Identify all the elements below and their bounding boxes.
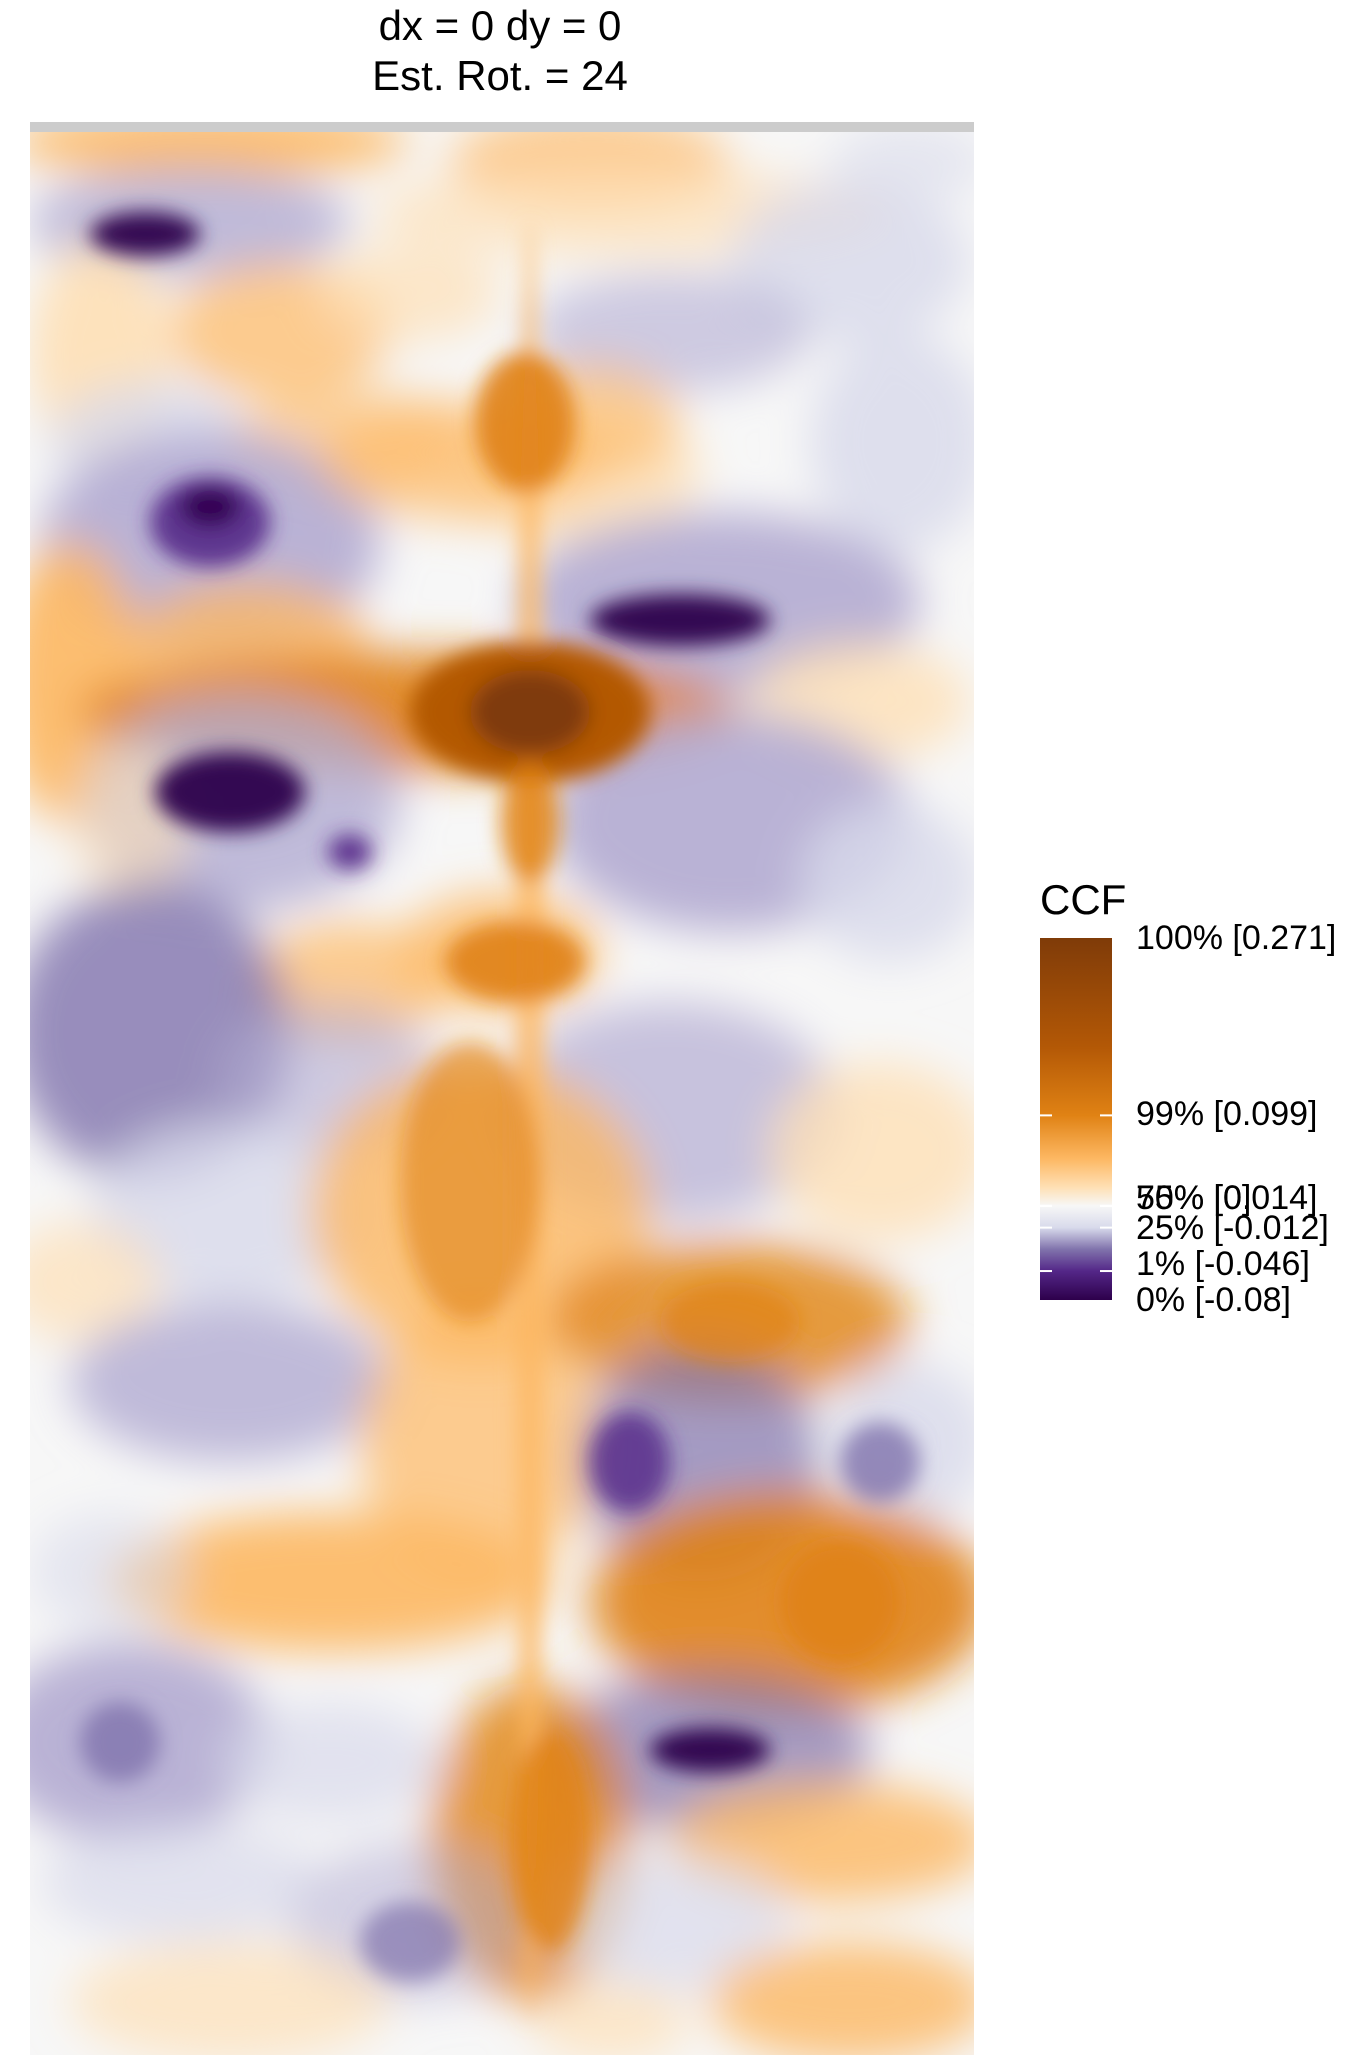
chart-subtitle: Est. Rot. = 24 xyxy=(372,52,628,99)
heatmap-cell xyxy=(180,487,240,527)
heatmap-cell xyxy=(70,1302,390,1462)
heatmap-cell xyxy=(445,922,585,1002)
heatmap-cell xyxy=(590,1412,670,1512)
heatmap-cell xyxy=(780,1542,900,1662)
heatmap-cell xyxy=(30,1512,190,1632)
heatmap-cell xyxy=(660,1282,800,1362)
heatmap-cell xyxy=(500,762,560,882)
heatmap-plot xyxy=(30,122,974,2055)
legend-label: 25% [-0.012] xyxy=(1136,1209,1329,1247)
heatmap-cell xyxy=(80,1702,160,1782)
legend-label: 99% [0.099] xyxy=(1136,1095,1318,1133)
legend-label: 0% [-0.08] xyxy=(1136,1281,1291,1319)
heatmap-cell xyxy=(770,1062,974,1242)
legend-title: CCF xyxy=(1040,876,1127,923)
heatmap-cell xyxy=(470,670,590,754)
heatmap-cell xyxy=(155,752,305,832)
heatmap-cell xyxy=(70,1942,390,2055)
heatmap-cell xyxy=(800,802,974,962)
heatmap-cell xyxy=(550,1852,790,1992)
heatmap-cell xyxy=(30,882,290,1182)
heatmap-cell xyxy=(810,332,974,552)
chart-title: dx = 0 dy = 0 xyxy=(378,2,622,49)
heatmap-cell xyxy=(840,1422,920,1502)
heatmap-cell xyxy=(530,272,810,392)
heatmap-cell xyxy=(30,122,410,177)
heatmap-cell xyxy=(328,834,372,870)
heatmap-cell xyxy=(90,1122,370,1302)
heatmap-cell xyxy=(475,352,575,492)
heatmap-cell xyxy=(510,1732,590,1952)
heatmap-cell xyxy=(650,1728,770,1772)
heatmap-top-strip xyxy=(30,122,974,132)
legend-label: 100% [0.271] xyxy=(1136,919,1337,957)
heatmap-cell xyxy=(40,1822,320,1942)
legend-label: 50% [0] xyxy=(1136,1179,1252,1217)
legend-label: 1% [-0.046] xyxy=(1136,1245,1310,1283)
heatmap-cell xyxy=(110,1512,550,1652)
heatmap-cell xyxy=(70,742,190,902)
heatmap-cell xyxy=(220,1702,440,1822)
heatmap-cell xyxy=(360,1902,460,1982)
heatmap-cell xyxy=(400,1042,540,1322)
heatmap-cell xyxy=(830,122,974,202)
heatmap-cell xyxy=(320,242,500,342)
heatmap-cell xyxy=(30,1222,160,1342)
colorbar-fill xyxy=(1040,938,1112,1300)
legend-colorbar xyxy=(1040,938,1112,1300)
heatmap-cell xyxy=(530,1982,690,2055)
heatmap-cell xyxy=(590,594,770,646)
legend-label: 75% [0.014] xyxy=(1136,1179,1318,1217)
heatmap-cell xyxy=(710,1942,974,2055)
heatmap-cell xyxy=(90,212,200,256)
